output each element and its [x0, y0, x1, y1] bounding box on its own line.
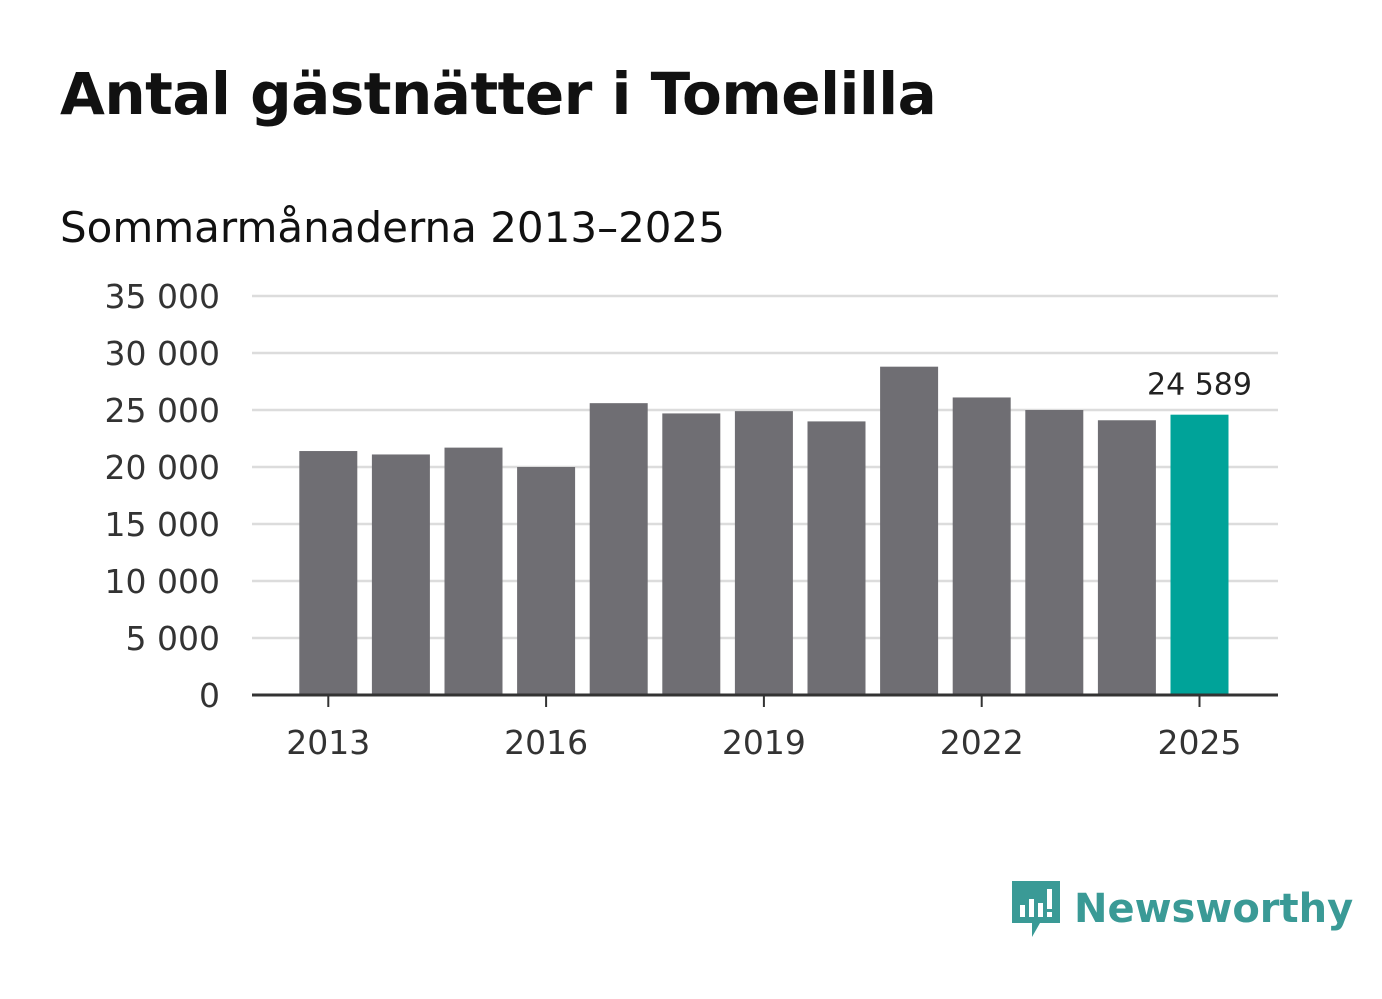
y-tick-label: 10 000 [105, 562, 220, 601]
bar-2015 [444, 447, 503, 695]
x-axis-ticks: 2013 2016 2019 2022 2025 [286, 695, 1241, 762]
x-tick-label: 2016 [504, 723, 588, 762]
bar-2022 [952, 397, 1011, 695]
y-tick-label: 30 000 [105, 334, 220, 373]
y-tick-label: 25 000 [105, 391, 220, 430]
bar-2018 [662, 413, 721, 695]
bar-2016 [517, 467, 576, 695]
bars [299, 366, 1229, 695]
bar-2013 [299, 451, 358, 695]
bar-2020 [807, 421, 866, 695]
y-tick-label: 0 [199, 676, 220, 715]
x-tick-label: 2022 [940, 723, 1024, 762]
chart-subtitle: Sommarmånaderna 2013–2025 [60, 203, 725, 252]
bar-2025 [1170, 414, 1229, 695]
brand-logo: Newsworthy [1010, 878, 1353, 940]
bar-value-label: 24 589 [1147, 368, 1252, 403]
brand-name: Newsworthy [1074, 886, 1354, 932]
y-tick-label: 20 000 [105, 448, 220, 487]
data-labels: 24 589 [1147, 368, 1252, 403]
y-tick-label: 5 000 [126, 619, 220, 658]
bar-2021 [880, 366, 939, 695]
bar-2023 [1025, 410, 1084, 695]
y-tick-label: 35 000 [105, 277, 220, 316]
chart-title: Antal gästnätter i Tomelilla [60, 60, 937, 128]
x-tick-label: 2019 [722, 723, 806, 762]
bar-2019 [734, 411, 793, 695]
y-tick-label: 15 000 [105, 505, 220, 544]
x-tick-label: 2013 [286, 723, 370, 762]
bar-2017 [589, 403, 648, 695]
y-axis-ticks: 0 5 000 10 000 15 000 20 000 25 000 30 000 35 0… [105, 277, 220, 715]
bar-2014 [371, 454, 430, 695]
bar-2024 [1097, 420, 1156, 695]
x-tick-label: 2025 [1158, 723, 1242, 762]
newsworthy-logo-icon [1012, 881, 1060, 937]
